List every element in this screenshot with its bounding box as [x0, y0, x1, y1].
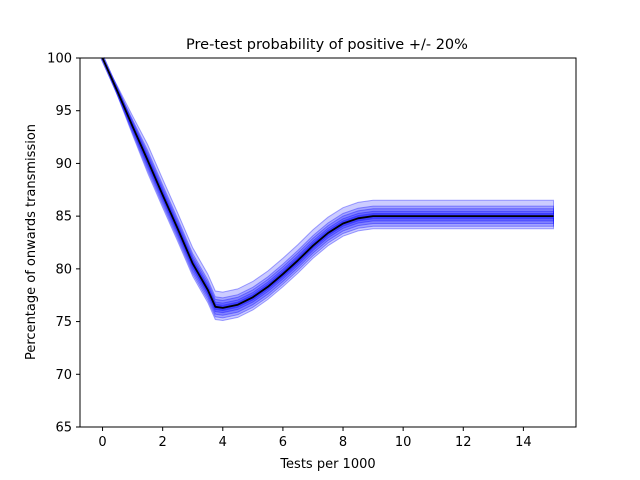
x-tick-label: 0: [98, 435, 106, 450]
y-tick-label: 85: [55, 210, 72, 225]
y-axis-label: Percentage of onwards transmission: [24, 124, 39, 360]
y-tick-label: 90: [55, 157, 72, 172]
y-tick-label: 100: [47, 52, 72, 67]
x-tick-label: 10: [395, 435, 412, 450]
x-tick-label: 2: [159, 435, 167, 450]
y-tick-label: 75: [55, 315, 72, 330]
x-axis-label: Tests per 1000: [279, 457, 375, 472]
x-tick-label: 4: [219, 435, 227, 450]
x-tick-label: 8: [339, 435, 347, 450]
x-tick-label: 14: [515, 435, 532, 450]
y-tick-label: 70: [55, 368, 72, 383]
x-tick-label: 12: [455, 435, 472, 450]
x-tick-label: 6: [279, 435, 287, 450]
y-tick-label: 95: [55, 104, 72, 119]
chart-title: Pre-test probability of positive +/- 20%: [186, 37, 468, 53]
y-tick-label: 65: [55, 421, 72, 436]
y-tick-label: 80: [55, 262, 72, 277]
